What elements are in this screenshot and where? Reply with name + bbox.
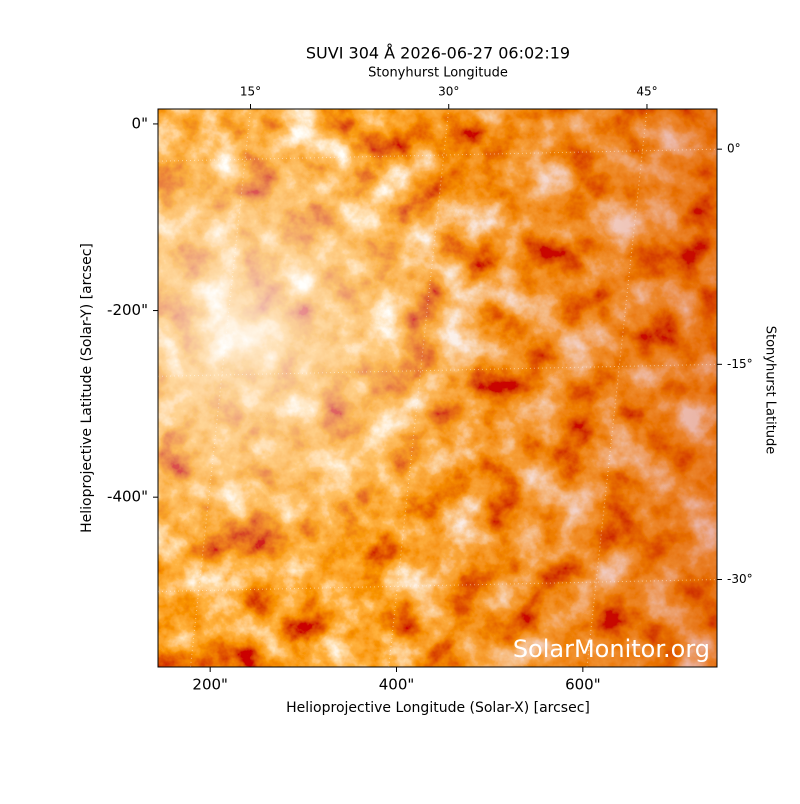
grid-line bbox=[190, 108, 252, 668]
x-axis-label: Helioprojective Longitude (Solar-X) [arc… bbox=[286, 700, 590, 716]
y2-tick-label: 0° bbox=[727, 142, 741, 156]
solar-image bbox=[158, 109, 717, 667]
y-axis-label: Helioprojective Latitude (Solar-Y) [arcs… bbox=[79, 243, 95, 533]
chart-title: SUVI 304 Å 2026-06-27 06:02:19 bbox=[306, 44, 570, 63]
image-bright bbox=[158, 109, 717, 667]
y-tick-label: 0" bbox=[132, 114, 148, 132]
watermark: SolarMonitor.org bbox=[513, 635, 710, 663]
y-tick-label: -400" bbox=[107, 488, 148, 506]
axes: 200" 400" 600" 0" -200" -400" 15° 30° 45° 0° -15° -… bbox=[107, 85, 753, 694]
x-tick-label: 600" bbox=[565, 676, 601, 694]
grid-line bbox=[388, 108, 450, 668]
y2-tick-label: -30° bbox=[727, 572, 753, 586]
x2-tick-label: 15° bbox=[240, 85, 261, 99]
axes-frame bbox=[157, 108, 718, 668]
y2-axis-label: Stonyhurst Latitude bbox=[763, 326, 778, 455]
y2-tick-label: -15° bbox=[727, 357, 753, 371]
y-tick-label: -200" bbox=[107, 301, 148, 319]
grid-line bbox=[586, 108, 648, 668]
x2-tick-label: 30° bbox=[438, 85, 459, 99]
x-tick-label: 200" bbox=[192, 676, 228, 694]
x2-axis-label: Stonyhurst Longitude bbox=[368, 66, 508, 81]
x-tick-label: 400" bbox=[379, 676, 415, 694]
x2-tick-label: 45° bbox=[636, 85, 657, 99]
